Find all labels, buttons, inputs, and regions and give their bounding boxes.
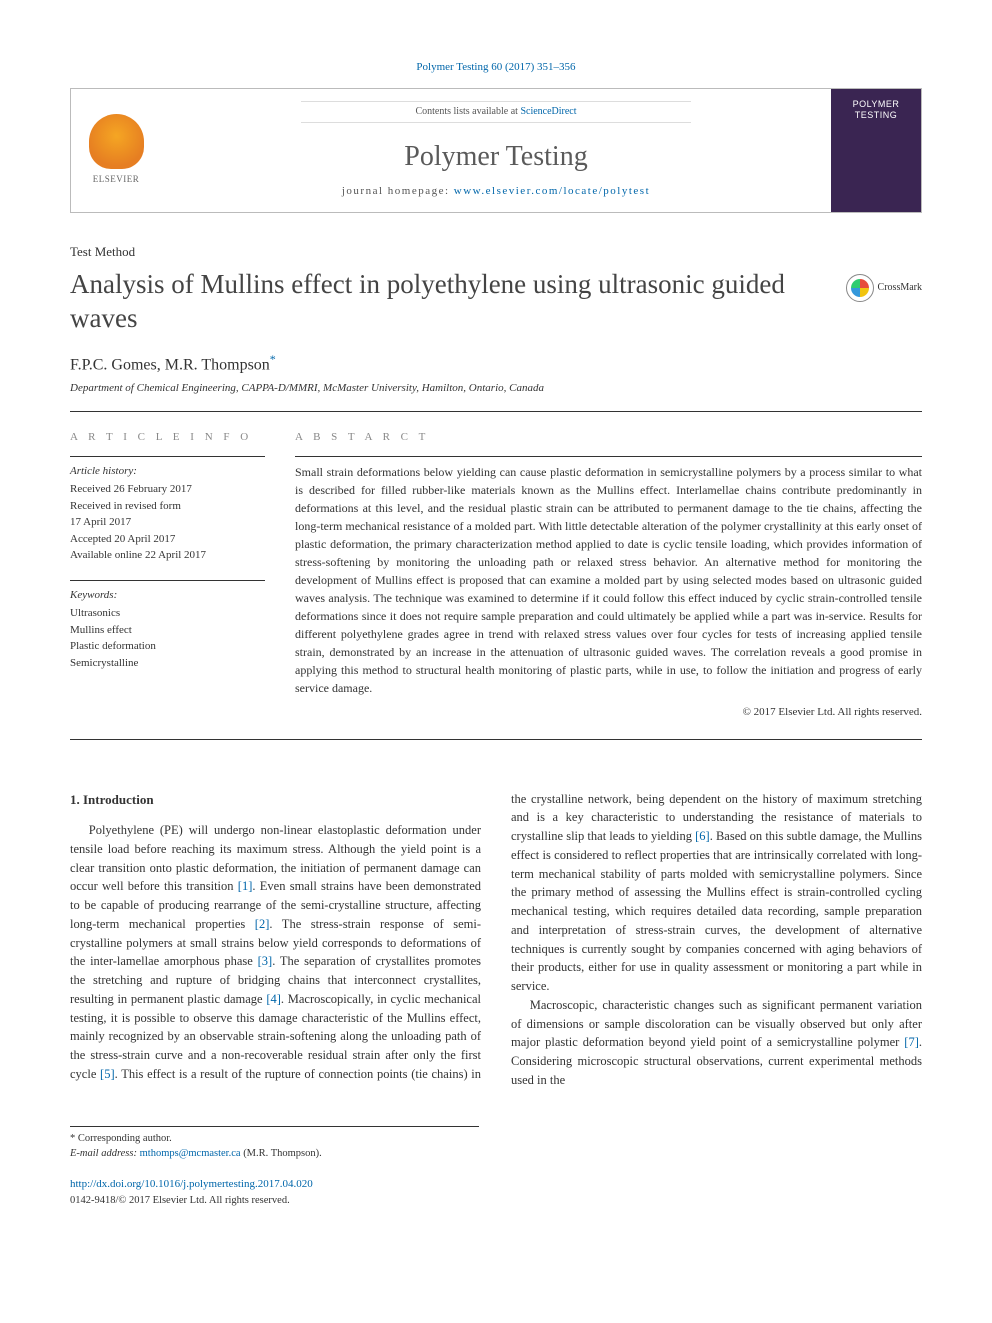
citation-ref[interactable]: [5] [100, 1067, 115, 1081]
keywords-label: Keywords: [70, 587, 265, 604]
homepage-link[interactable]: www.elsevier.com/locate/polytest [454, 185, 650, 197]
corresponding-asterisk: * [270, 352, 276, 366]
citation-line: Polymer Testing 60 (2017) 351–356 [70, 60, 922, 76]
homepage-prefix: journal homepage: [342, 185, 454, 197]
citation-ref[interactable]: [1] [238, 879, 253, 893]
body-text: 1. Introduction Polyethylene (PE) will u… [70, 790, 922, 1090]
keyword-item: Ultrasonics [70, 605, 265, 622]
corresponding-author-label: * Corresponding author. [70, 1131, 479, 1146]
contents-prefix: Contents lists available at [415, 106, 520, 117]
keywords-block: Keywords: Ultrasonics Mullins effect Pla… [70, 580, 265, 672]
journal-homepage-line: journal homepage: www.elsevier.com/locat… [171, 184, 821, 200]
email-suffix: (M.R. Thompson). [241, 1148, 322, 1159]
history-label: Article history: [70, 463, 265, 480]
crossmark-badge[interactable]: CrossMark [846, 274, 922, 302]
received-date: Received 26 February 2017 [70, 481, 265, 498]
citation-ref[interactable]: [3] [258, 954, 273, 968]
citation-ref[interactable]: [4] [266, 992, 281, 1006]
elsevier-tree-icon [89, 114, 144, 169]
accepted-date: Accepted 20 April 2017 [70, 531, 265, 548]
email-link[interactable]: mthomps@mcmaster.ca [140, 1148, 241, 1159]
email-label: E-mail address: [70, 1148, 140, 1159]
sciencedirect-link[interactable]: ScienceDirect [520, 106, 576, 117]
publisher-logo: ELSEVIER [71, 89, 161, 212]
footer-block: * Corresponding author. E-mail address: … [70, 1126, 479, 1209]
keyword-item: Plastic deformation [70, 638, 265, 655]
issn-copyright: 0142-9418/© 2017 Elsevier Ltd. All right… [70, 1193, 479, 1208]
cover-title-text: POLYMER TESTING [835, 99, 917, 121]
citation-ref[interactable]: [2] [255, 917, 270, 931]
doi-link[interactable]: http://dx.doi.org/10.1016/j.polymertesti… [70, 1178, 313, 1190]
body-run: Macroscopic, characteristic changes such… [511, 998, 922, 1050]
article-info-column: A R T I C L E I N F O Article history: R… [70, 430, 265, 721]
keyword-item: Mullins effect [70, 622, 265, 639]
abstract-copyright: © 2017 Elsevier Ltd. All rights reserved… [295, 705, 922, 721]
abstract-text: Small strain deformations below yielding… [295, 456, 922, 697]
body-paragraph: Macroscopic, characteristic changes such… [511, 996, 922, 1090]
article-info-label: A R T I C L E I N F O [70, 430, 265, 446]
keyword-item: Semicrystalline [70, 655, 265, 672]
article-type: Test Method [70, 243, 922, 262]
doi-line: http://dx.doi.org/10.1016/j.polymertesti… [70, 1177, 479, 1193]
author-names: F.P.C. Gomes, M.R. Thompson [70, 357, 270, 374]
article-history-block: Article history: Received 26 February 20… [70, 456, 265, 564]
affiliation: Department of Chemical Engineering, CAPP… [70, 381, 922, 397]
crossmark-label: CrossMark [878, 281, 922, 296]
journal-cover-thumbnail: POLYMER TESTING [831, 89, 921, 212]
email-line: E-mail address: mthomps@mcmaster.ca (M.R… [70, 1146, 479, 1161]
publisher-name: ELSEVIER [93, 173, 140, 186]
citation-ref[interactable]: [6] [695, 829, 710, 843]
journal-header: ELSEVIER Contents lists available at Sci… [70, 88, 922, 213]
revised-date-line2: 17 April 2017 [70, 514, 265, 531]
crossmark-icon [846, 274, 874, 302]
section-heading: 1. Introduction [70, 790, 481, 810]
online-date: Available online 22 April 2017 [70, 547, 265, 564]
abstract-column: A B S T A R C T Small strain deformation… [295, 430, 922, 721]
contents-available-line: Contents lists available at ScienceDirec… [301, 101, 691, 124]
journal-name: Polymer Testing [171, 137, 821, 178]
citation-ref[interactable]: [7] [904, 1035, 919, 1049]
author-list: F.P.C. Gomes, M.R. Thompson* [70, 351, 922, 377]
article-title: Analysis of Mullins effect in polyethyle… [70, 268, 846, 336]
revised-date-line1: Received in revised form [70, 498, 265, 515]
abstract-label: A B S T A R C T [295, 430, 922, 446]
body-run: . Based on this subtle damage, the Mulli… [511, 829, 922, 993]
